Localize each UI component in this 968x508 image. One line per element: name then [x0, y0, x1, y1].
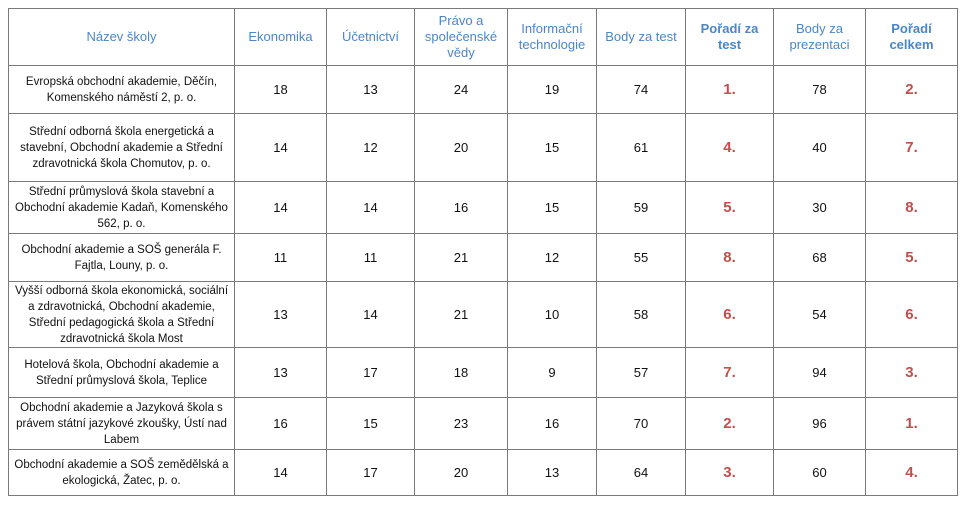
it-score: 15 — [507, 113, 597, 182]
table-row: Hotelová škola, Obchodní akademie a Stře… — [8, 347, 958, 398]
accounting-score: 11 — [326, 233, 415, 282]
test-rank: 8. — [685, 233, 774, 282]
test-points: 55 — [596, 233, 686, 282]
test-points: 58 — [596, 281, 686, 348]
it-score: 10 — [507, 281, 597, 348]
header-it: Informační technologie — [507, 8, 597, 66]
test-points: 70 — [596, 397, 686, 450]
economics-score: 18 — [234, 65, 327, 114]
test-points: 61 — [596, 113, 686, 182]
school-name: Obchodní akademie a SOŠ zemědělská a eko… — [8, 449, 235, 496]
accounting-score: 17 — [326, 347, 415, 398]
school-name: Obchodní akademie a SOŠ generála F. Fajt… — [8, 233, 235, 282]
overall-rank: 3. — [865, 347, 958, 398]
school-name: Vyšší odborná škola ekonomická, sociální… — [8, 281, 235, 348]
overall-rank: 5. — [865, 233, 958, 282]
test-points: 74 — [596, 65, 686, 114]
table-row: Evropská obchodní akademie, Děčín, Komen… — [8, 65, 958, 114]
accounting-score: 14 — [326, 181, 415, 234]
accounting-score: 17 — [326, 449, 415, 496]
economics-score: 14 — [234, 449, 327, 496]
presentation-points: 94 — [773, 347, 866, 398]
results-table: Název školy Ekonomika Účetnictví Právo a… — [8, 8, 958, 496]
table-row: Obchodní akademie a SOŠ generála F. Fajt… — [8, 233, 958, 282]
header-row: Název školy Ekonomika Účetnictví Právo a… — [8, 8, 958, 66]
header-school: Název školy — [8, 8, 235, 66]
overall-rank: 1. — [865, 397, 958, 450]
test-rank: 6. — [685, 281, 774, 348]
school-name: Střední průmyslová škola stavební a Obch… — [8, 181, 235, 234]
school-name: Střední odborná škola energetická a stav… — [8, 113, 235, 182]
table-row: Střední odborná škola energetická a stav… — [8, 113, 958, 182]
overall-rank: 8. — [865, 181, 958, 234]
economics-score: 13 — [234, 281, 327, 348]
table-row: Střední průmyslová škola stavební a Obch… — [8, 181, 958, 234]
test-rank: 1. — [685, 65, 774, 114]
it-score: 16 — [507, 397, 597, 450]
school-name: Hotelová škola, Obchodní akademie a Stře… — [8, 347, 235, 398]
law-score: 18 — [414, 347, 508, 398]
it-score: 13 — [507, 449, 597, 496]
overall-rank: 7. — [865, 113, 958, 182]
law-score: 24 — [414, 65, 508, 114]
header-presentation-points: Body za prezentaci — [773, 8, 866, 66]
economics-score: 14 — [234, 113, 327, 182]
header-test-rank: Pořadí za test — [685, 8, 774, 66]
header-overall-rank: Pořadí celkem — [865, 8, 958, 66]
test-rank: 7. — [685, 347, 774, 398]
law-score: 20 — [414, 449, 508, 496]
law-score: 16 — [414, 181, 508, 234]
school-name: Evropská obchodní akademie, Děčín, Komen… — [8, 65, 235, 114]
presentation-points: 54 — [773, 281, 866, 348]
economics-score: 13 — [234, 347, 327, 398]
test-points: 57 — [596, 347, 686, 398]
header-law: Právo a společenské vědy — [414, 8, 508, 66]
accounting-score: 15 — [326, 397, 415, 450]
presentation-points: 60 — [773, 449, 866, 496]
table-row: Obchodní akademie a SOŠ zemědělská a eko… — [8, 449, 958, 496]
it-score: 19 — [507, 65, 597, 114]
table-row: Vyšší odborná škola ekonomická, sociální… — [8, 281, 958, 348]
law-score: 21 — [414, 233, 508, 282]
header-accounting: Účetnictví — [326, 8, 415, 66]
economics-score: 14 — [234, 181, 327, 234]
presentation-points: 78 — [773, 65, 866, 114]
overall-rank: 2. — [865, 65, 958, 114]
table-row: Obchodní akademie a Jazyková škola s prá… — [8, 397, 958, 450]
test-rank: 5. — [685, 181, 774, 234]
school-name: Obchodní akademie a Jazyková škola s prá… — [8, 397, 235, 450]
it-score: 15 — [507, 181, 597, 234]
presentation-points: 68 — [773, 233, 866, 282]
presentation-points: 30 — [773, 181, 866, 234]
results-table-container: Název školy Ekonomika Účetnictví Právo a… — [8, 8, 958, 496]
test-points: 59 — [596, 181, 686, 234]
economics-score: 11 — [234, 233, 327, 282]
economics-score: 16 — [234, 397, 327, 450]
overall-rank: 4. — [865, 449, 958, 496]
header-economics: Ekonomika — [234, 8, 327, 66]
law-score: 23 — [414, 397, 508, 450]
accounting-score: 13 — [326, 65, 415, 114]
test-rank: 3. — [685, 449, 774, 496]
law-score: 21 — [414, 281, 508, 348]
overall-rank: 6. — [865, 281, 958, 348]
accounting-score: 14 — [326, 281, 415, 348]
header-test-points: Body za test — [596, 8, 686, 66]
accounting-score: 12 — [326, 113, 415, 182]
it-score: 9 — [507, 347, 597, 398]
test-rank: 2. — [685, 397, 774, 450]
it-score: 12 — [507, 233, 597, 282]
presentation-points: 40 — [773, 113, 866, 182]
test-points: 64 — [596, 449, 686, 496]
presentation-points: 96 — [773, 397, 866, 450]
law-score: 20 — [414, 113, 508, 182]
test-rank: 4. — [685, 113, 774, 182]
